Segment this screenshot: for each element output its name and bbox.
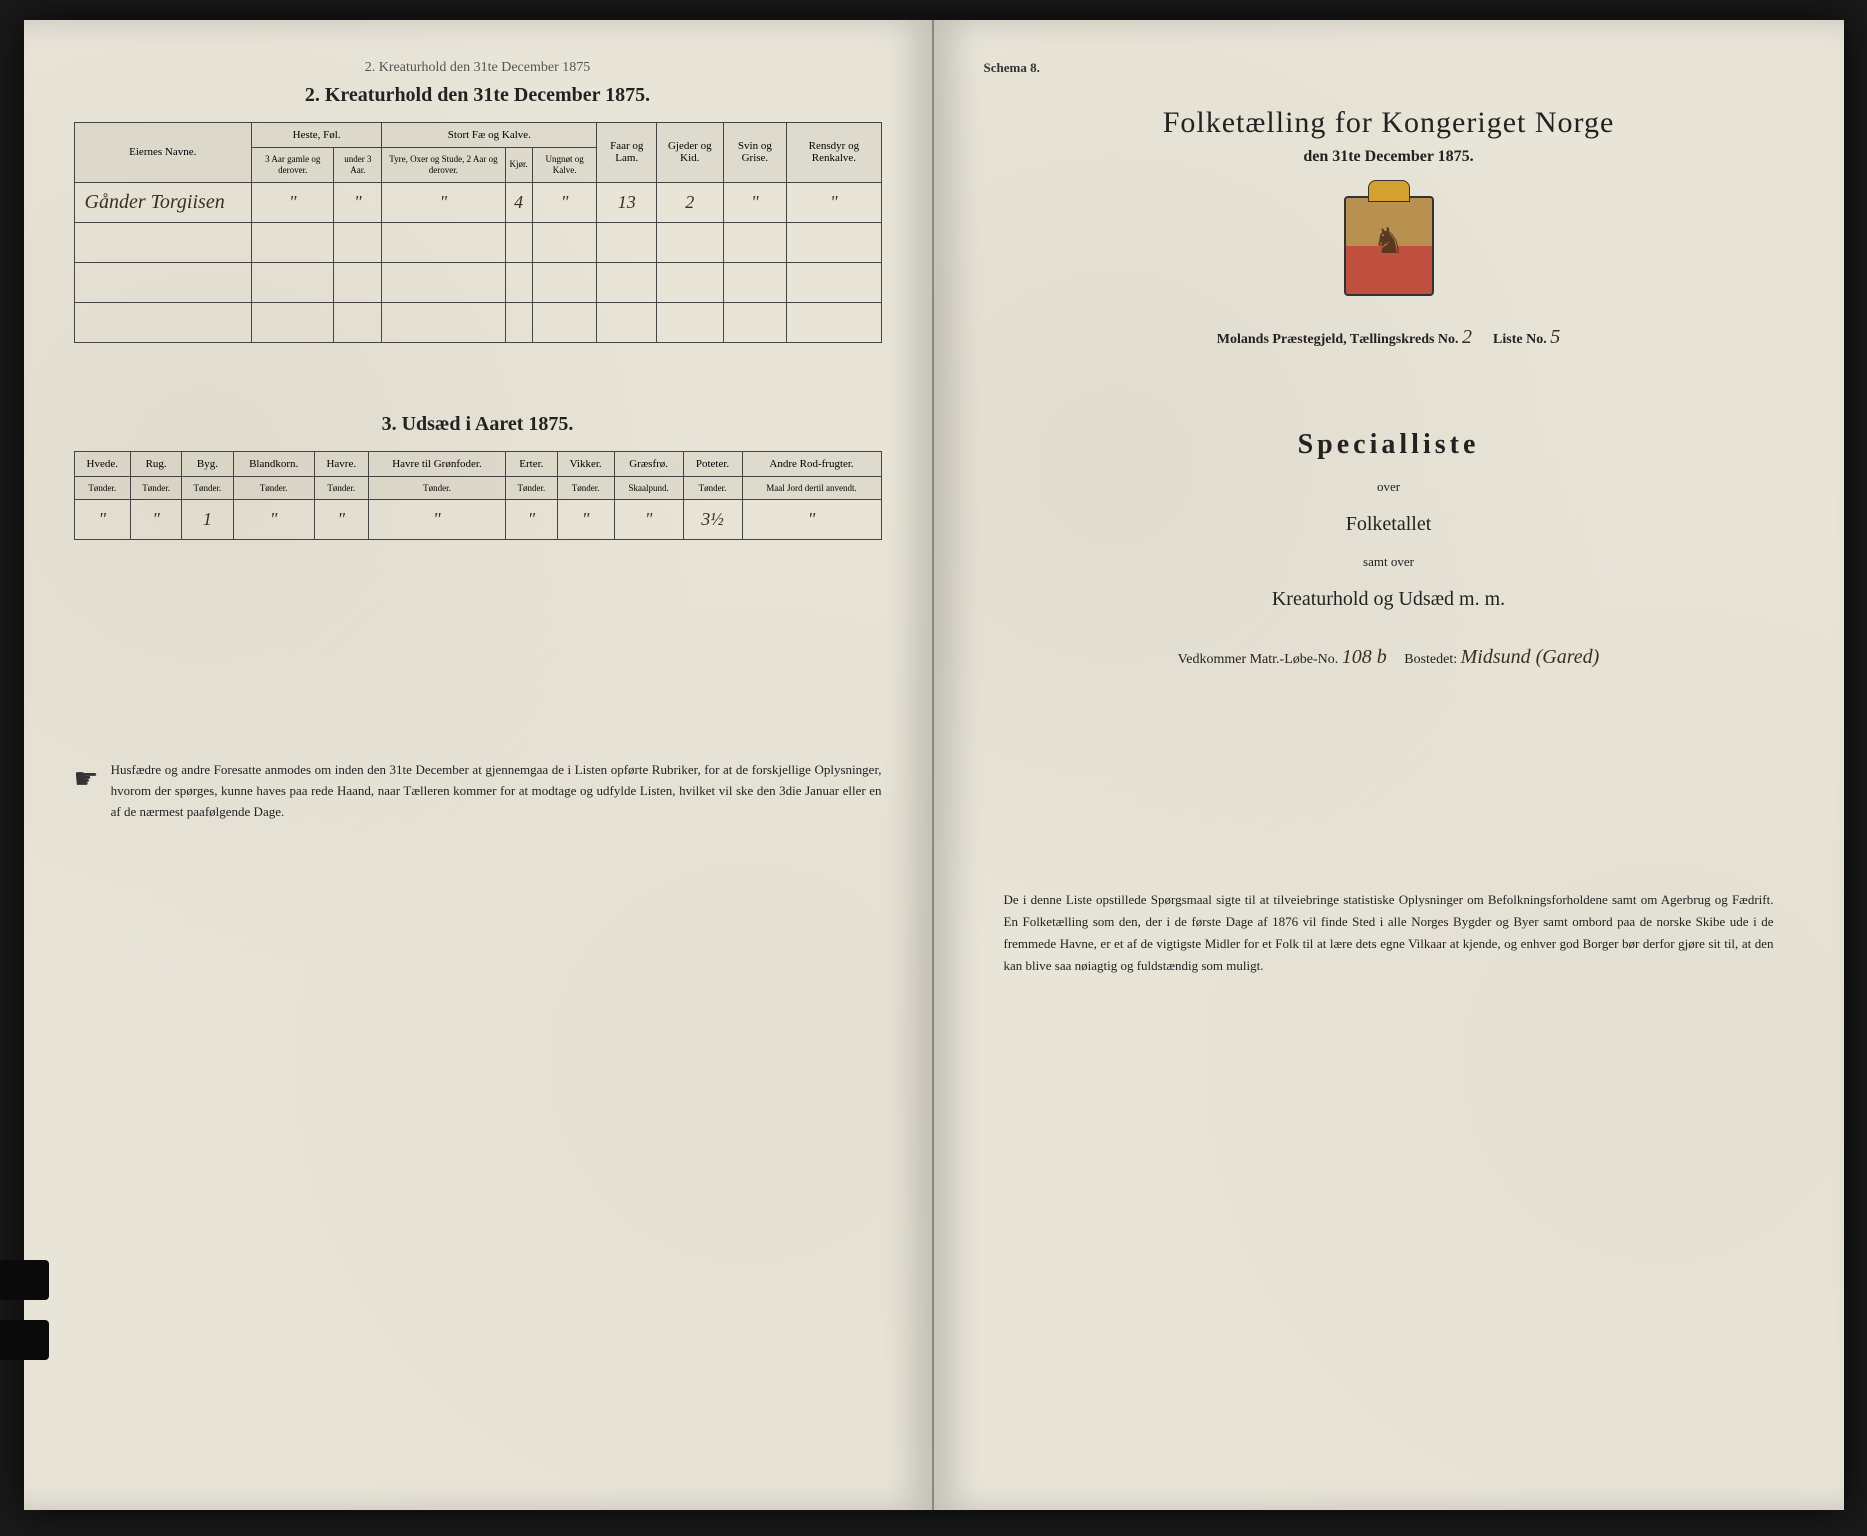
unit: Tønder.: [314, 476, 368, 500]
book-spread: 2. Kreaturhold den 31te December 1875 2.…: [24, 20, 1844, 1510]
col-header: Erter.: [506, 451, 557, 476]
section3-title: 3. Udsæd i Aaret 1875.: [74, 413, 882, 436]
cell: ": [723, 182, 787, 222]
col-owner: Eiernes Navne.: [74, 123, 252, 183]
col-header: Græsfrø.: [614, 451, 683, 476]
seed-header-row: Hvede. Rug. Byg. Blandkorn. Havre. Havre…: [74, 451, 881, 476]
samt-over-label: samt over: [984, 554, 1794, 570]
sub-horses-old: 3 Aar gamle og derover.: [252, 148, 334, 183]
right-page: Schema 8. Folketælling for Kongeriget No…: [934, 20, 1844, 1510]
binder-clip: [0, 1260, 49, 1300]
unit: Tønder.: [182, 476, 233, 500]
col-header: Havre.: [314, 451, 368, 476]
cell: ": [557, 500, 614, 540]
seed-unit-row: Tønder. Tønder. Tønder. Tønder. Tønder. …: [74, 476, 881, 500]
bosted-prefix: Bostedet:: [1404, 652, 1457, 667]
col-header: Byg.: [182, 451, 233, 476]
liste-no: 5: [1550, 326, 1560, 348]
folketallet-label: Folketallet: [984, 513, 1794, 536]
col-goats: Gjeder og Kid.: [657, 123, 723, 183]
unit: Tønder.: [557, 476, 614, 500]
cell: ": [334, 182, 382, 222]
matr-no: 108 b: [1342, 646, 1387, 668]
schema-label: Schema 8.: [984, 60, 1794, 76]
cell: 3½: [683, 500, 742, 540]
cell: ": [532, 182, 597, 222]
table-row: [74, 302, 881, 342]
col-header: Andre Rod-frugter.: [742, 451, 881, 476]
section2-title: 2. Kreaturhold den 31te December 1875.: [74, 84, 882, 107]
col-header: Blandkorn.: [233, 451, 314, 476]
sub-calves: Ungnøt og Kalve.: [532, 148, 597, 183]
table-row: [74, 262, 881, 302]
over-label: over: [984, 479, 1794, 495]
vedkommer-line: Vedkommer Matr.-Løbe-No. 108 b Bostedet:…: [984, 646, 1794, 669]
sub-horses-young: under 3 Aar.: [334, 148, 382, 183]
cell: ": [130, 500, 181, 540]
col-pigs: Svin og Grise.: [723, 123, 787, 183]
bosted-name: Midsund (Gared): [1461, 646, 1600, 668]
cell: 2: [657, 182, 723, 222]
unit: Tønder.: [506, 476, 557, 500]
binder-clip: [0, 1320, 49, 1360]
cell: ": [74, 500, 130, 540]
sub-title: den 31te December 1875.: [984, 148, 1794, 166]
col-header: Poteter.: [683, 451, 742, 476]
faint-header: 2. Kreaturhold den 31te December 1875: [74, 60, 882, 76]
livestock-table: Eiernes Navne. Heste, Føl. Stort Fæ og K…: [74, 122, 882, 343]
table-row: [74, 222, 881, 262]
main-title: Folketælling for Kongeriget Norge: [984, 106, 1794, 140]
col-group-cattle: Stort Fæ og Kalve.: [382, 123, 597, 148]
cell: ": [742, 500, 881, 540]
cell: 13: [597, 182, 657, 222]
table-row: " " 1 " " " " " " 3½ ": [74, 500, 881, 540]
col-header: Hvede.: [74, 451, 130, 476]
col-reindeer: Rensdyr og Renkalve.: [787, 123, 881, 183]
col-sheep: Faar og Lam.: [597, 123, 657, 183]
bottom-paragraph: De i denne Liste opstillede Spørgsmaal s…: [984, 889, 1794, 977]
cell: ": [233, 500, 314, 540]
pointing-hand-icon: ☛: [74, 762, 99, 796]
col-group-horses: Heste, Føl.: [252, 123, 382, 148]
district-line: Molands Præstegjeld, Tællingskreds No. 2…: [984, 326, 1794, 349]
unit: Tønder.: [368, 476, 505, 500]
seed-table: Hvede. Rug. Byg. Blandkorn. Havre. Havre…: [74, 451, 882, 541]
owner-name: Gånder Torgiisen: [74, 182, 252, 222]
unit: Tønder.: [130, 476, 181, 500]
unit: Tønder.: [233, 476, 314, 500]
footer-text: Husfædre og andre Foresatte anmodes om i…: [111, 760, 882, 822]
col-header: Rug.: [130, 451, 181, 476]
footer-note: ☛ Husfædre og andre Foresatte anmodes om…: [74, 760, 882, 822]
cell: ": [787, 182, 881, 222]
vedkommer-prefix: Vedkommer Matr.-Løbe-No.: [1178, 652, 1339, 667]
col-header: Havre til Grønfoder.: [368, 451, 505, 476]
unit: Tønder.: [74, 476, 130, 500]
liste-prefix: Liste No.: [1493, 332, 1547, 347]
cell: 4: [505, 182, 532, 222]
cell: ": [614, 500, 683, 540]
col-header: Vikker.: [557, 451, 614, 476]
specialliste-title: Specialliste: [984, 429, 1794, 461]
table-row: Gånder Torgiisen " " " 4 " 13 2 " ": [74, 182, 881, 222]
cell: ": [382, 182, 505, 222]
coat-of-arms-icon: [1344, 196, 1434, 296]
cell: ": [252, 182, 334, 222]
sub-bulls: Tyre, Oxer og Stude, 2 Aar og derover.: [382, 148, 505, 183]
unit: Tønder.: [683, 476, 742, 500]
cell: ": [506, 500, 557, 540]
kreatur-label: Kreaturhold og Udsæd m. m.: [984, 588, 1794, 611]
cell: ": [368, 500, 505, 540]
unit: Maal Jord dertil anvendt.: [742, 476, 881, 500]
sub-cows: Kjør.: [505, 148, 532, 183]
unit: Skaalpund.: [614, 476, 683, 500]
district-no: 2: [1462, 326, 1472, 348]
district-prefix: Molands Præstegjeld, Tællingskreds No.: [1217, 332, 1459, 347]
cell: ": [314, 500, 368, 540]
left-page: 2. Kreaturhold den 31te December 1875 2.…: [24, 20, 934, 1510]
cell: 1: [182, 500, 233, 540]
